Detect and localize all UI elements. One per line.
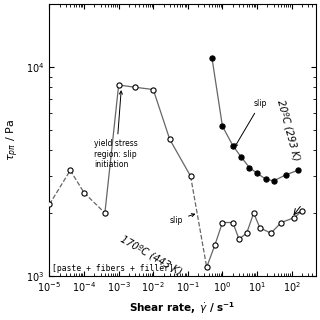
Point xyxy=(167,137,172,142)
Y-axis label: $\tau_{p\pi}$ / Pa: $\tau_{p\pi}$ / Pa xyxy=(4,119,20,161)
Point xyxy=(47,202,52,207)
Point xyxy=(239,155,244,160)
Point xyxy=(220,220,225,225)
Point xyxy=(116,83,121,88)
Point xyxy=(247,165,252,170)
Point xyxy=(292,215,297,220)
Text: slip: slip xyxy=(235,99,267,147)
Text: [paste + fibers + filler]: [paste + fibers + filler] xyxy=(52,264,174,273)
Point xyxy=(295,168,300,173)
Point xyxy=(254,171,260,176)
Point xyxy=(230,220,236,225)
Point xyxy=(244,231,249,236)
Point xyxy=(236,236,242,242)
Point xyxy=(300,208,305,213)
Text: yield stress
region: slip
initiation: yield stress region: slip initiation xyxy=(94,91,138,169)
Point xyxy=(151,87,156,92)
Point xyxy=(230,143,236,148)
Point xyxy=(263,177,268,182)
Point xyxy=(279,220,284,225)
Point xyxy=(204,265,209,270)
Point xyxy=(268,231,273,236)
Point xyxy=(284,172,289,177)
Text: slip: slip xyxy=(170,214,195,225)
Point xyxy=(188,174,193,179)
Point xyxy=(82,190,87,195)
Text: 20ºC (293 K): 20ºC (293 K) xyxy=(276,98,302,162)
Point xyxy=(220,124,225,129)
X-axis label: $\mathbf{Shear\ rate,}\ \dot{\gamma}\ \mathbf{/\ s^{-1}}$: $\mathbf{Shear\ rate,}\ \dot{\gamma}\ \m… xyxy=(130,300,236,316)
Point xyxy=(102,211,108,216)
Point xyxy=(132,85,138,90)
Point xyxy=(212,243,217,248)
Point xyxy=(68,168,73,173)
Point xyxy=(257,225,262,230)
Point xyxy=(210,56,215,61)
Point xyxy=(271,178,276,183)
Text: 170ºC (443 K): 170ºC (443 K) xyxy=(119,234,183,277)
Point xyxy=(251,211,256,216)
